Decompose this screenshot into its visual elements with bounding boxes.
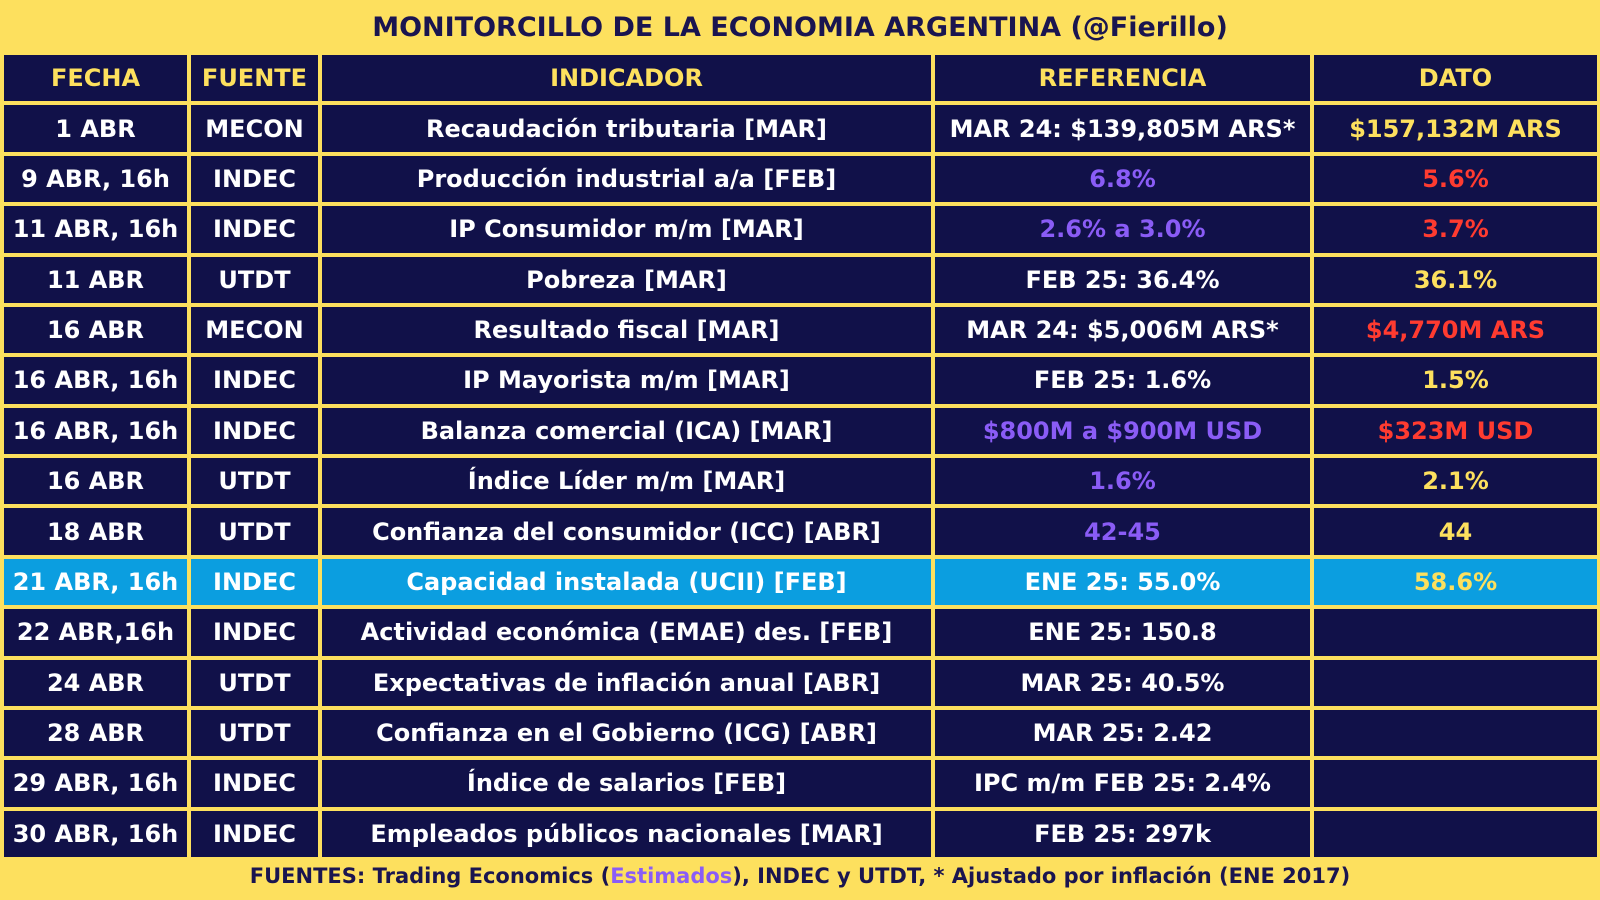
cell-referencia: IPC m/m FEB 25: 2.4% [935,760,1310,807]
cell-indicador: Actividad económica (EMAE) des. [FEB] [322,609,931,656]
cell-fuente: INDEC [191,407,318,454]
cell-indicador: IP Mayorista m/m [MAR] [322,357,931,404]
cell-referencia: ENE 25: 55.0% [935,558,1310,606]
cell-referencia: 42-45 [935,508,1310,555]
footnote-suffix: ), INDEC y UTDT, * Ajustado por inflació… [732,864,1351,888]
cell-fecha: 22 ABR,16h [4,609,187,656]
header-referencia: REFERENCIA [935,55,1310,102]
cell-indicador: Confianza del consumidor (ICC) [ABR] [322,508,931,555]
cell-fecha: 16 ABR [4,306,187,354]
cell-referencia: MAR 24: $5,006M ARS* [935,306,1310,354]
cell-referencia: FEB 25: 36.4% [935,256,1310,303]
cell-dato [1314,659,1597,706]
cell-dato: 2.1% [1314,458,1597,505]
cell-fuente: INDEC [191,810,318,857]
economic-calendar-table: FECHA FUENTE INDICADOR REFERENCIA DATO 1… [4,55,1597,857]
cell-fuente: UTDT [191,659,318,706]
cell-fuente: MECON [191,105,318,152]
cell-fuente: INDEC [191,558,318,606]
cell-indicador: Índice Líder m/m [MAR] [322,458,931,505]
cell-dato: 5.6% [1314,155,1597,203]
cell-referencia: ENE 25: 150.8 [935,609,1310,656]
cell-fuente: UTDT [191,458,318,505]
cell-indicador: Resultado fiscal [MAR] [322,306,931,354]
footnote-estimados-label: Estimados [610,864,733,888]
cell-dato: $157,132M ARS [1314,105,1597,152]
cell-fecha: 24 ABR [4,659,187,706]
header-dato: DATO [1314,55,1597,102]
sources-footnote: FUENTES: Trading Economics (Estimados), … [0,857,1600,897]
cell-fecha: 28 ABR [4,709,187,757]
cell-referencia: 2.6% a 3.0% [935,206,1310,253]
cell-dato: 44 [1314,508,1597,555]
cell-dato: $323M USD [1314,407,1597,454]
cell-indicador: Recaudación tributaria [MAR] [322,105,931,152]
cell-referencia: MAR 25: 2.42 [935,709,1310,757]
cell-fuente: INDEC [191,155,318,203]
cell-indicador: Pobreza [MAR] [322,256,931,303]
cell-dato [1314,810,1597,857]
cell-fuente: INDEC [191,760,318,807]
cell-fecha: 30 ABR, 16h [4,810,187,857]
cell-indicador: Expectativas de inflación anual [ABR] [322,659,931,706]
cell-indicador: Confianza en el Gobierno (ICG) [ABR] [322,709,931,757]
cell-indicador: Producción industrial a/a [FEB] [322,155,931,203]
cell-indicador: Capacidad instalada (UCII) [FEB] [322,558,931,606]
cell-indicador: Balanza comercial (ICA) [MAR] [322,407,931,454]
cell-fecha: 16 ABR, 16h [4,357,187,404]
cell-referencia: $800M a $900M USD [935,407,1310,454]
cell-referencia: 6.8% [935,155,1310,203]
cell-fuente: INDEC [191,357,318,404]
cell-referencia: MAR 25: 40.5% [935,659,1310,706]
cell-dato: 1.5% [1314,357,1597,404]
cell-fuente: UTDT [191,508,318,555]
cell-indicador: Empleados públicos nacionales [MAR] [322,810,931,857]
cell-dato: 36.1% [1314,256,1597,303]
cell-fuente: MECON [191,306,318,354]
cell-fecha: 11 ABR [4,256,187,303]
header-fuente: FUENTE [191,55,318,102]
cell-fuente: UTDT [191,709,318,757]
cell-fecha: 29 ABR, 16h [4,760,187,807]
cell-dato: $4,770M ARS [1314,306,1597,354]
header-indicador: INDICADOR [322,55,931,102]
footnote-prefix: FUENTES: Trading Economics ( [249,864,611,888]
cell-dato: 3.7% [1314,206,1597,253]
cell-referencia: FEB 25: 1.6% [935,357,1310,404]
cell-fecha: 1 ABR [4,105,187,152]
cell-referencia: MAR 24: $139,805M ARS* [935,105,1310,152]
header-fecha: FECHA [4,55,187,102]
cell-indicador: IP Consumidor m/m [MAR] [322,206,931,253]
cell-fuente: INDEC [191,609,318,656]
cell-referencia: 1.6% [935,458,1310,505]
cell-fecha: 9 ABR, 16h [4,155,187,203]
cell-dato [1314,760,1597,807]
page-title: MONITORCILLO DE LA ECONOMIA ARGENTINA (@… [372,12,1228,43]
cell-fecha: 16 ABR, 16h [4,407,187,454]
cell-dato: 58.6% [1314,558,1597,606]
cell-fuente: UTDT [191,256,318,303]
cell-fecha: 11 ABR, 16h [4,206,187,253]
cell-indicador: Índice de salarios [FEB] [322,760,931,807]
cell-dato [1314,709,1597,757]
cell-dato [1314,609,1597,656]
cell-referencia: FEB 25: 297k [935,810,1310,857]
cell-fecha: 21 ABR, 16h [4,558,187,606]
cell-fuente: INDEC [191,206,318,253]
cell-fecha: 16 ABR [4,458,187,505]
cell-fecha: 18 ABR [4,508,187,555]
